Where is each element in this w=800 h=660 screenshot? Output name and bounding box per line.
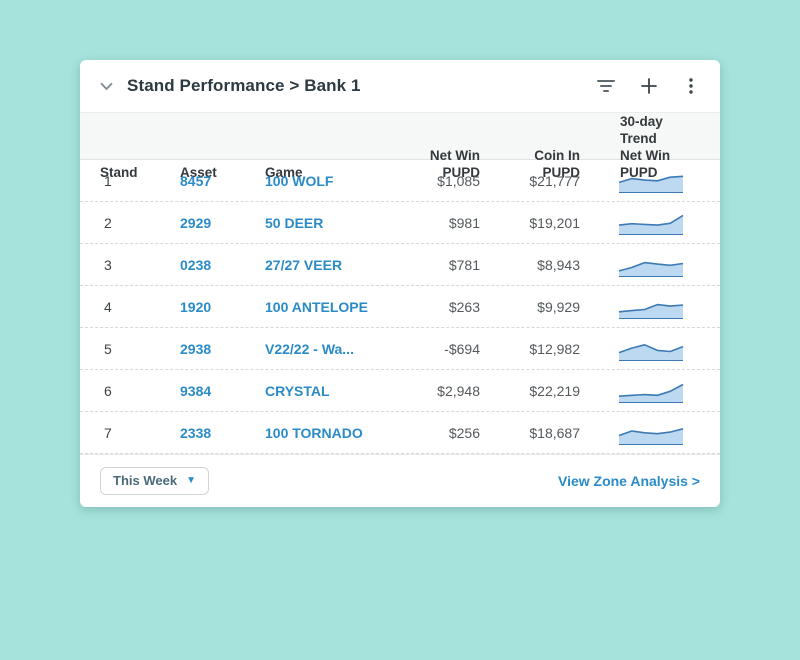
game-link[interactable]: CRYSTAL: [265, 382, 330, 399]
net-win-value: $981: [448, 214, 480, 231]
chevron-down-icon[interactable]: [100, 82, 113, 91]
trend-sparkline: [618, 343, 684, 361]
table-row: 3 0238 27/27 VEER $781 $8,943: [80, 244, 720, 286]
stand-cell: 3: [104, 256, 112, 273]
stand-cell: 4: [104, 298, 112, 315]
trend-sparkline: [618, 427, 684, 445]
stand-cell: 6: [104, 382, 112, 399]
page-title: Stand Performance > Bank 1: [127, 76, 361, 95]
net-win-value: -$694: [444, 340, 480, 357]
trend-sparkline: [618, 175, 684, 193]
net-win-value: $1,085: [437, 172, 480, 189]
stand-cell: 1: [104, 172, 112, 189]
asset-link[interactable]: 2938: [180, 340, 212, 357]
kebab-menu-icon[interactable]: [682, 77, 700, 95]
net-win-value: $263: [448, 298, 480, 315]
coin-in-value: $12,982: [529, 340, 580, 357]
asset-link[interactable]: 8457: [180, 172, 212, 189]
table-row: 7 2338 100 TORNADO $256 $18,687: [80, 412, 720, 454]
asset-link[interactable]: 9384: [180, 382, 212, 399]
game-link[interactable]: V22/22 - Wa...: [265, 340, 354, 357]
col-header-trend: 30-day Trend Net Win PUPD: [620, 114, 671, 180]
trend-sparkline: [618, 383, 684, 403]
table-header-row: Stand Asset Game Net Win PUPD Coin In PUPD…: [80, 113, 720, 180]
game-link[interactable]: 100 TORNADO: [265, 424, 363, 441]
net-win-value: $2,948: [437, 382, 480, 399]
coin-in-value: $21,777: [529, 172, 580, 189]
trend-sparkline: [618, 261, 684, 277]
coin-in-value: $18,687: [529, 424, 580, 441]
game-link[interactable]: 100 ANTELOPE: [265, 298, 368, 315]
stand-cell: 5: [104, 340, 112, 357]
coin-in-value: $9,929: [537, 298, 580, 315]
card-header: Stand Performance > Bank 1: [80, 60, 720, 113]
net-win-value: $781: [448, 256, 480, 273]
net-win-value: $256: [448, 424, 480, 441]
coin-in-value: $22,219: [529, 382, 580, 399]
game-link[interactable]: 27/27 VEER: [265, 256, 343, 273]
asset-link[interactable]: 0238: [180, 256, 212, 273]
table-row: 5 2938 V22/22 - Wa... -$694 $12,982: [80, 328, 720, 370]
stand-cell: 2: [104, 214, 112, 231]
table-row: 1 8457 100 WOLF $1,085 $21,777: [80, 160, 720, 202]
period-label: This Week: [113, 473, 178, 488]
game-link[interactable]: 100 WOLF: [265, 172, 334, 189]
caret-down-icon: ▼: [186, 474, 196, 486]
table-row: 2 2929 50 DEER $981 $19,201: [80, 202, 720, 244]
stand-performance-card: Stand Performance > Bank 1 Stand Asset G…: [80, 60, 720, 507]
stand-cell: 7: [104, 424, 112, 441]
asset-link[interactable]: 2338: [180, 424, 212, 441]
card-footer: This Week ▼ View Zone Analysis >: [80, 454, 720, 507]
col-header-coin-in: Coin In PUPD: [534, 148, 580, 180]
asset-link[interactable]: 1920: [180, 298, 212, 315]
coin-in-value: $8,943: [537, 256, 580, 273]
coin-in-value: $19,201: [529, 214, 580, 231]
col-header-stand: Stand: [100, 165, 138, 180]
table-row: 6 9384 CRYSTAL $2,948 $22,219: [80, 370, 720, 412]
trend-sparkline: [618, 214, 684, 235]
game-link[interactable]: 50 DEER: [265, 214, 324, 231]
table-row: 4 1920 100 ANTELOPE $263 $9,929: [80, 286, 720, 328]
plus-icon[interactable]: [640, 77, 658, 95]
header-actions: [596, 77, 700, 95]
view-zone-analysis-link[interactable]: View Zone Analysis >: [557, 473, 700, 489]
col-header-net-win: Net Win PUPD: [429, 148, 480, 180]
trend-sparkline: [618, 303, 684, 319]
col-header-asset: Asset: [180, 165, 217, 180]
col-header-game: Game: [265, 165, 303, 180]
asset-link[interactable]: 2929: [180, 214, 212, 231]
filter-icon[interactable]: [596, 79, 616, 93]
period-selector-button[interactable]: This Week ▼: [100, 467, 209, 495]
